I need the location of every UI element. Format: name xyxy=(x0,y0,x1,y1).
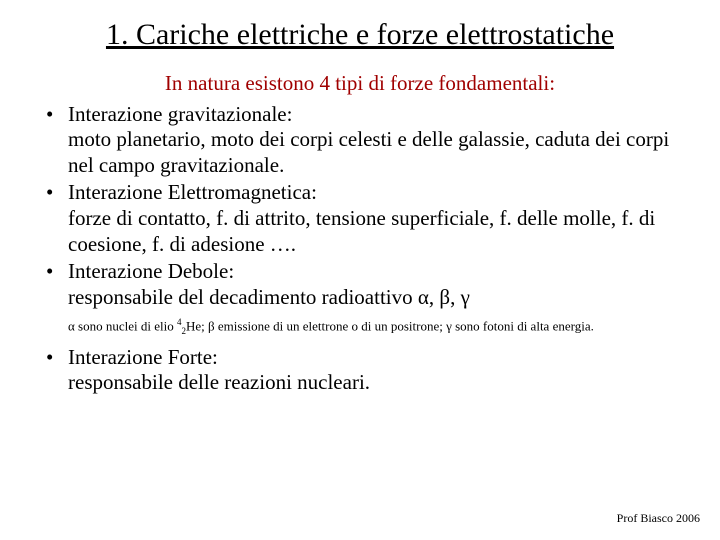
footer-credit: Prof Biasco 2006 xyxy=(617,511,700,526)
list-item: Interazione gravitazionale:moto planetar… xyxy=(68,102,680,179)
bullet-list: Interazione gravitazionale:moto planetar… xyxy=(40,102,680,311)
subnote-beta: β emissione di un elettrone o di un posi… xyxy=(208,319,446,334)
bullet-list-2: Interazione Forte:responsabile delle rea… xyxy=(40,345,680,396)
intro-text: In natura esistono 4 tipi di forze fonda… xyxy=(40,71,680,96)
he-symbol: He; xyxy=(186,319,208,334)
subnote-gamma: γ sono fotoni di alta energia. xyxy=(446,319,594,334)
slide-title: 1. Cariche elettriche e forze elettrosta… xyxy=(40,18,680,53)
subnote-alpha: α sono nuclei di elio xyxy=(68,319,177,334)
list-item: Interazione Debole:responsabile del deca… xyxy=(68,259,680,310)
subnote: α sono nuclei di elio 42He; β emissione … xyxy=(68,316,680,338)
list-item: Interazione Elettromagnetica:forze di co… xyxy=(68,180,680,257)
list-item: Interazione Forte:responsabile delle rea… xyxy=(68,345,680,396)
